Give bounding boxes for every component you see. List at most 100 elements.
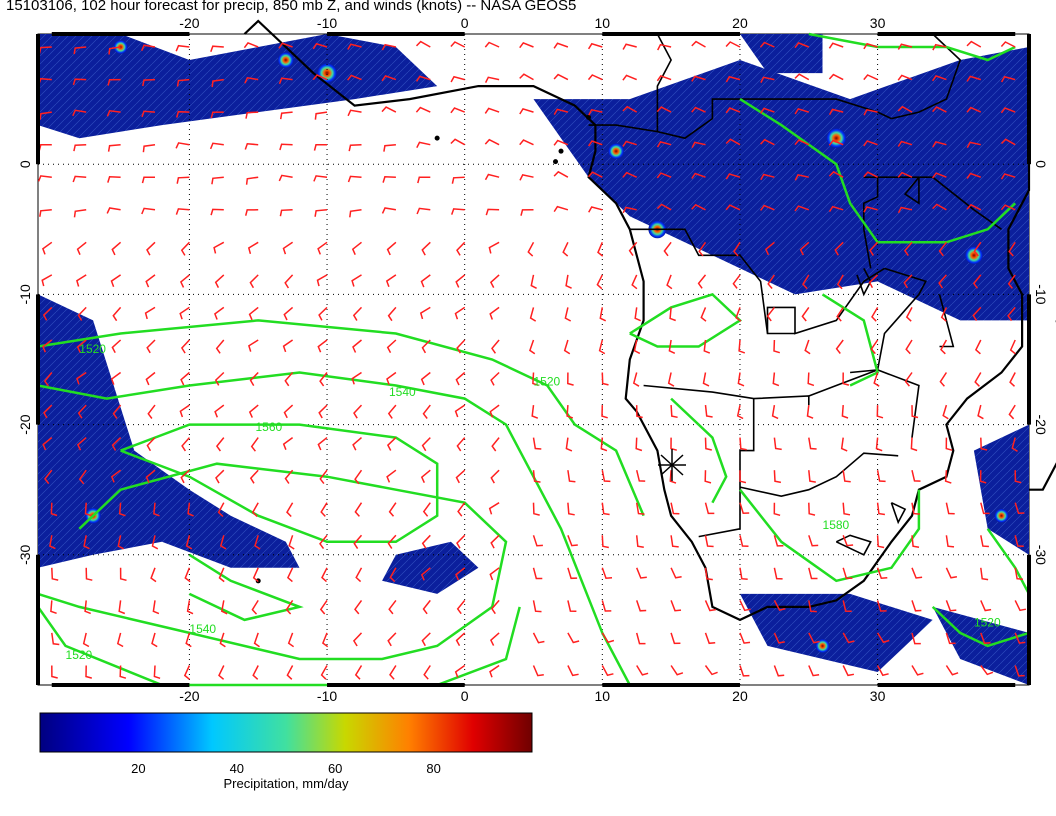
- wind-barb: [141, 44, 156, 51]
- wind-barb: [764, 241, 775, 256]
- wind-barb: [73, 46, 87, 55]
- wind-barb: [73, 209, 87, 218]
- wind-barb: [700, 307, 707, 322]
- wind-barb: [175, 44, 190, 52]
- wind-barb: [282, 436, 294, 450]
- wind-barb: [760, 204, 775, 211]
- wind-barb: [863, 108, 878, 116]
- precip-maximum: [964, 246, 983, 265]
- wind-barb: [220, 600, 228, 615]
- wind-barb: [739, 502, 750, 514]
- wind-barb: [145, 274, 156, 288]
- wind-barb: [107, 143, 121, 152]
- wind-barb: [455, 567, 466, 581]
- wind-barb: [210, 111, 224, 119]
- wind-barb: [553, 205, 569, 213]
- wind-barb: [389, 665, 397, 680]
- wind-barb: [704, 567, 713, 581]
- wind-barb: [351, 371, 362, 385]
- wind-barb: [979, 470, 987, 484]
- country-border: [903, 176, 920, 205]
- lon-tick-label-bottom: 30: [870, 688, 886, 704]
- lon-tick-label-bottom: 10: [595, 688, 611, 704]
- wind-barb: [349, 209, 362, 218]
- wind-barb: [801, 306, 810, 322]
- wind-barb: [563, 339, 571, 355]
- wind-barb: [186, 600, 194, 615]
- wind-barb: [897, 140, 913, 147]
- wind-barb: [386, 339, 397, 354]
- wind-barb: [284, 372, 294, 387]
- wind-barb: [484, 173, 500, 181]
- wind-barb: [601, 372, 609, 386]
- wind-barb: [347, 74, 362, 81]
- wind-barb: [209, 142, 224, 150]
- colorbar: [39, 712, 533, 753]
- wind-barb: [588, 206, 603, 213]
- wind-barb: [760, 76, 775, 83]
- wind-barb: [489, 567, 500, 581]
- contour-line: [120, 423, 439, 544]
- wind-barb: [739, 600, 751, 612]
- wind-barb: [657, 43, 672, 51]
- wind-barb: [179, 306, 190, 320]
- wind-barb: [42, 339, 53, 353]
- wind-barb: [450, 208, 465, 215]
- wind-barb: [841, 405, 849, 419]
- wind-barb: [600, 437, 608, 452]
- wind-barb: [703, 339, 711, 354]
- wind-barb: [76, 274, 87, 287]
- wind-barb: [519, 108, 534, 115]
- wind-barb: [863, 171, 878, 178]
- wind-barb: [142, 143, 156, 153]
- wind-barb: [842, 567, 853, 580]
- wind-barb: [980, 437, 988, 451]
- wind-barb: [553, 108, 569, 115]
- wind-barb: [773, 339, 781, 354]
- wind-barb: [416, 207, 431, 215]
- wind-barb: [836, 306, 844, 322]
- country-border: [938, 294, 955, 348]
- wind-barb: [422, 502, 431, 517]
- wind-barb: [876, 405, 884, 419]
- wind-barb: [944, 470, 952, 484]
- wind-barb: [897, 206, 913, 214]
- wind-barb: [491, 339, 500, 354]
- wind-barb: [972, 306, 982, 321]
- wind-barb: [903, 274, 913, 289]
- wind-barb: [842, 665, 855, 677]
- wind-barb: [532, 502, 540, 516]
- wind-barb: [39, 111, 52, 120]
- wind-barb: [50, 600, 57, 615]
- wind-barb: [176, 176, 190, 184]
- wind-barb: [488, 241, 500, 254]
- wind-barb: [419, 306, 431, 320]
- wind-barb: [313, 143, 328, 151]
- wind-barb: [421, 534, 431, 549]
- wind-barb: [415, 75, 431, 82]
- wind-barb: [670, 600, 682, 612]
- wind-barb: [759, 41, 775, 48]
- wind-barb: [808, 502, 816, 516]
- wind-barb: [940, 339, 948, 355]
- lon-tick-label-bottom: -20: [179, 688, 199, 704]
- wind-barb: [489, 632, 500, 646]
- wind-barb: [252, 665, 259, 680]
- wind-barb: [312, 74, 328, 81]
- lon-tick-label-bottom: 0: [461, 688, 469, 704]
- wind-barb: [111, 339, 122, 354]
- wind-barb: [938, 274, 947, 289]
- wind-barb: [250, 437, 259, 452]
- wind-barb: [142, 78, 156, 87]
- wind-barb: [738, 339, 746, 354]
- wind-barb: [704, 632, 716, 645]
- wind-barb: [773, 600, 786, 611]
- wind-barb: [175, 142, 190, 149]
- wind-barb: [454, 306, 466, 320]
- wind-barb: [871, 307, 879, 322]
- wind-barb: [252, 567, 259, 583]
- wind-barb: [116, 632, 124, 648]
- wind-barb: [725, 204, 741, 211]
- precip-area: [740, 593, 933, 672]
- country-border: [629, 228, 795, 335]
